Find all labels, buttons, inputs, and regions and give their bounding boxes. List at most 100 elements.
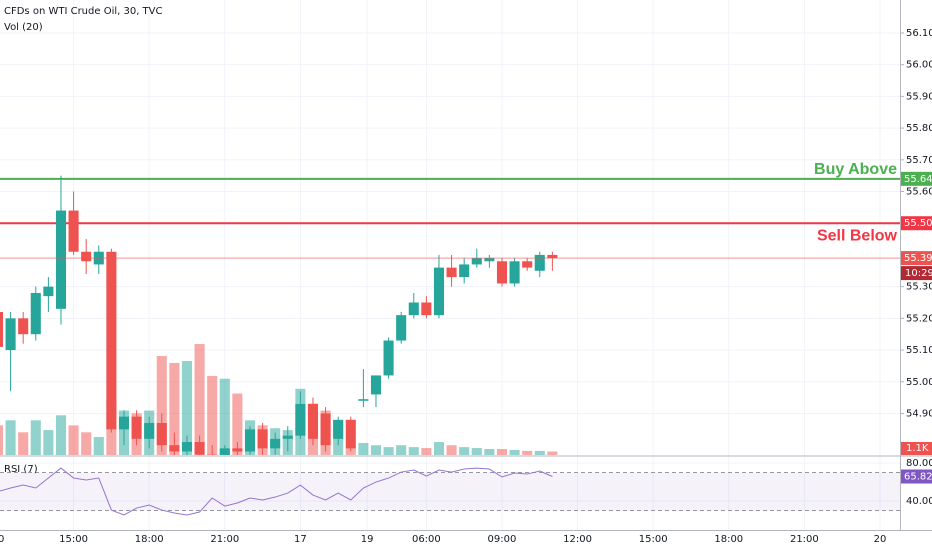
- last-price-box: [901, 251, 932, 266]
- candle-body: [408, 302, 419, 316]
- volume-bar: [181, 361, 193, 455]
- volume-bar: [408, 447, 419, 455]
- y-tick-label: 56.00: [906, 60, 932, 71]
- volume-bar: [18, 432, 29, 455]
- volume-legend: Vol (20): [4, 22, 43, 33]
- candle-body: [433, 267, 445, 316]
- volume-bar: [43, 430, 54, 455]
- volume-layer: [0, 344, 558, 455]
- candle-body: [370, 375, 382, 395]
- candle-body: [156, 422, 167, 446]
- volume-bar: [55, 415, 67, 455]
- candle-body: [471, 258, 482, 265]
- candle-body: [282, 435, 293, 439]
- y-tick-label: 55.30: [906, 282, 932, 293]
- candle-body: [68, 210, 79, 252]
- x-tick-label: 21:00: [790, 534, 819, 545]
- level-price-box: [901, 216, 932, 231]
- candle-body: [0, 312, 4, 347]
- candle-body: [396, 315, 407, 341]
- volume-bar: [509, 449, 520, 455]
- candle-body: [18, 318, 29, 335]
- rsi-layer: [0, 467, 900, 516]
- volume-bar: [534, 450, 545, 455]
- candle-body: [144, 422, 155, 439]
- last-price: 55.39: [904, 253, 932, 264]
- x-tick-label: 06:00: [412, 534, 441, 545]
- y-tick-label: 55.60: [906, 187, 932, 198]
- y-tick-label: 55.90: [906, 91, 932, 102]
- candle-body: [169, 445, 180, 452]
- volume-bar: [194, 344, 205, 455]
- candle-body: [207, 454, 218, 455]
- y-tick-label: 55.00: [906, 377, 932, 388]
- rsi-band: [0, 472, 900, 511]
- x-tick-label: 20: [874, 534, 887, 545]
- rsi-last-box: [901, 469, 932, 484]
- volume-bar: [383, 447, 394, 455]
- y-tick-label: 55.70: [906, 155, 932, 166]
- candle-body: [421, 302, 432, 316]
- level-price: 55.64: [904, 174, 932, 185]
- candle-body: [5, 318, 16, 351]
- countdown-box: [901, 266, 932, 281]
- candle-body: [232, 448, 243, 452]
- axes: 56.10 56.00 55.90 55.80 55.70 55.60 55.30 55.20…: [0, 28, 932, 545]
- volume-bar: [169, 362, 180, 455]
- volume-bar: [370, 445, 382, 455]
- volume-last: 1.1K: [906, 443, 929, 454]
- candle-body: [257, 429, 268, 449]
- volume-bar: [0, 425, 4, 455]
- candle-body: [459, 264, 470, 278]
- x-tick-label: 19: [361, 534, 374, 545]
- level-name: Buy Above: [814, 161, 897, 178]
- volume-last-box: [901, 442, 932, 455]
- volume-bar: [522, 450, 533, 455]
- volume-bar: [433, 442, 445, 455]
- candle-body: [131, 416, 142, 439]
- x-tick-label: 00: [0, 534, 4, 545]
- volume-bar: [396, 445, 407, 455]
- x-tick-label: 18:00: [714, 534, 743, 545]
- volume-bar: [358, 443, 369, 455]
- price-layer: [0, 175, 900, 455]
- volume-bar: [5, 420, 16, 455]
- candle-body: [219, 448, 230, 455]
- volume-bar: [81, 432, 92, 455]
- rsi-line: [0, 467, 553, 516]
- candle-body: [81, 251, 92, 262]
- volume-bar: [496, 449, 508, 455]
- volume-bar: [207, 375, 218, 455]
- candle-body: [320, 413, 331, 446]
- level-price: 55.50: [904, 218, 932, 229]
- chart-title: CFDs on WTI Crude Oil, 30, TVC: [4, 6, 163, 17]
- y-tick-label: 55.20: [906, 313, 932, 324]
- candle-body: [270, 438, 281, 449]
- y-tick-label: 56.10: [906, 28, 932, 39]
- countdown: 10:29: [905, 268, 932, 279]
- x-tick-label: 15:00: [59, 534, 88, 545]
- x-tick-label: 09:00: [488, 534, 517, 545]
- level-price-box: [901, 171, 932, 186]
- candle-body: [345, 419, 356, 449]
- volume-bar: [232, 393, 243, 455]
- candle-body: [30, 292, 41, 335]
- candle-body: [358, 399, 369, 401]
- volume-bar: [459, 447, 470, 455]
- candle-body: [295, 403, 306, 436]
- rsi-last: 65.82: [904, 472, 932, 483]
- x-tick-label: 12:00: [563, 534, 592, 545]
- level-name: Sell Below: [817, 227, 898, 244]
- candle-body: [118, 416, 130, 430]
- volume-bar: [156, 356, 167, 455]
- x-tick-label: 17: [294, 534, 307, 545]
- candle-body: [509, 261, 520, 284]
- candle-body: [106, 251, 117, 430]
- volume-bar: [484, 449, 495, 455]
- candle-body: [547, 254, 558, 259]
- candle-body: [55, 210, 67, 309]
- volume-bar: [68, 425, 79, 455]
- volume-bar: [547, 451, 558, 455]
- y-tick-label: 55.80: [906, 123, 932, 134]
